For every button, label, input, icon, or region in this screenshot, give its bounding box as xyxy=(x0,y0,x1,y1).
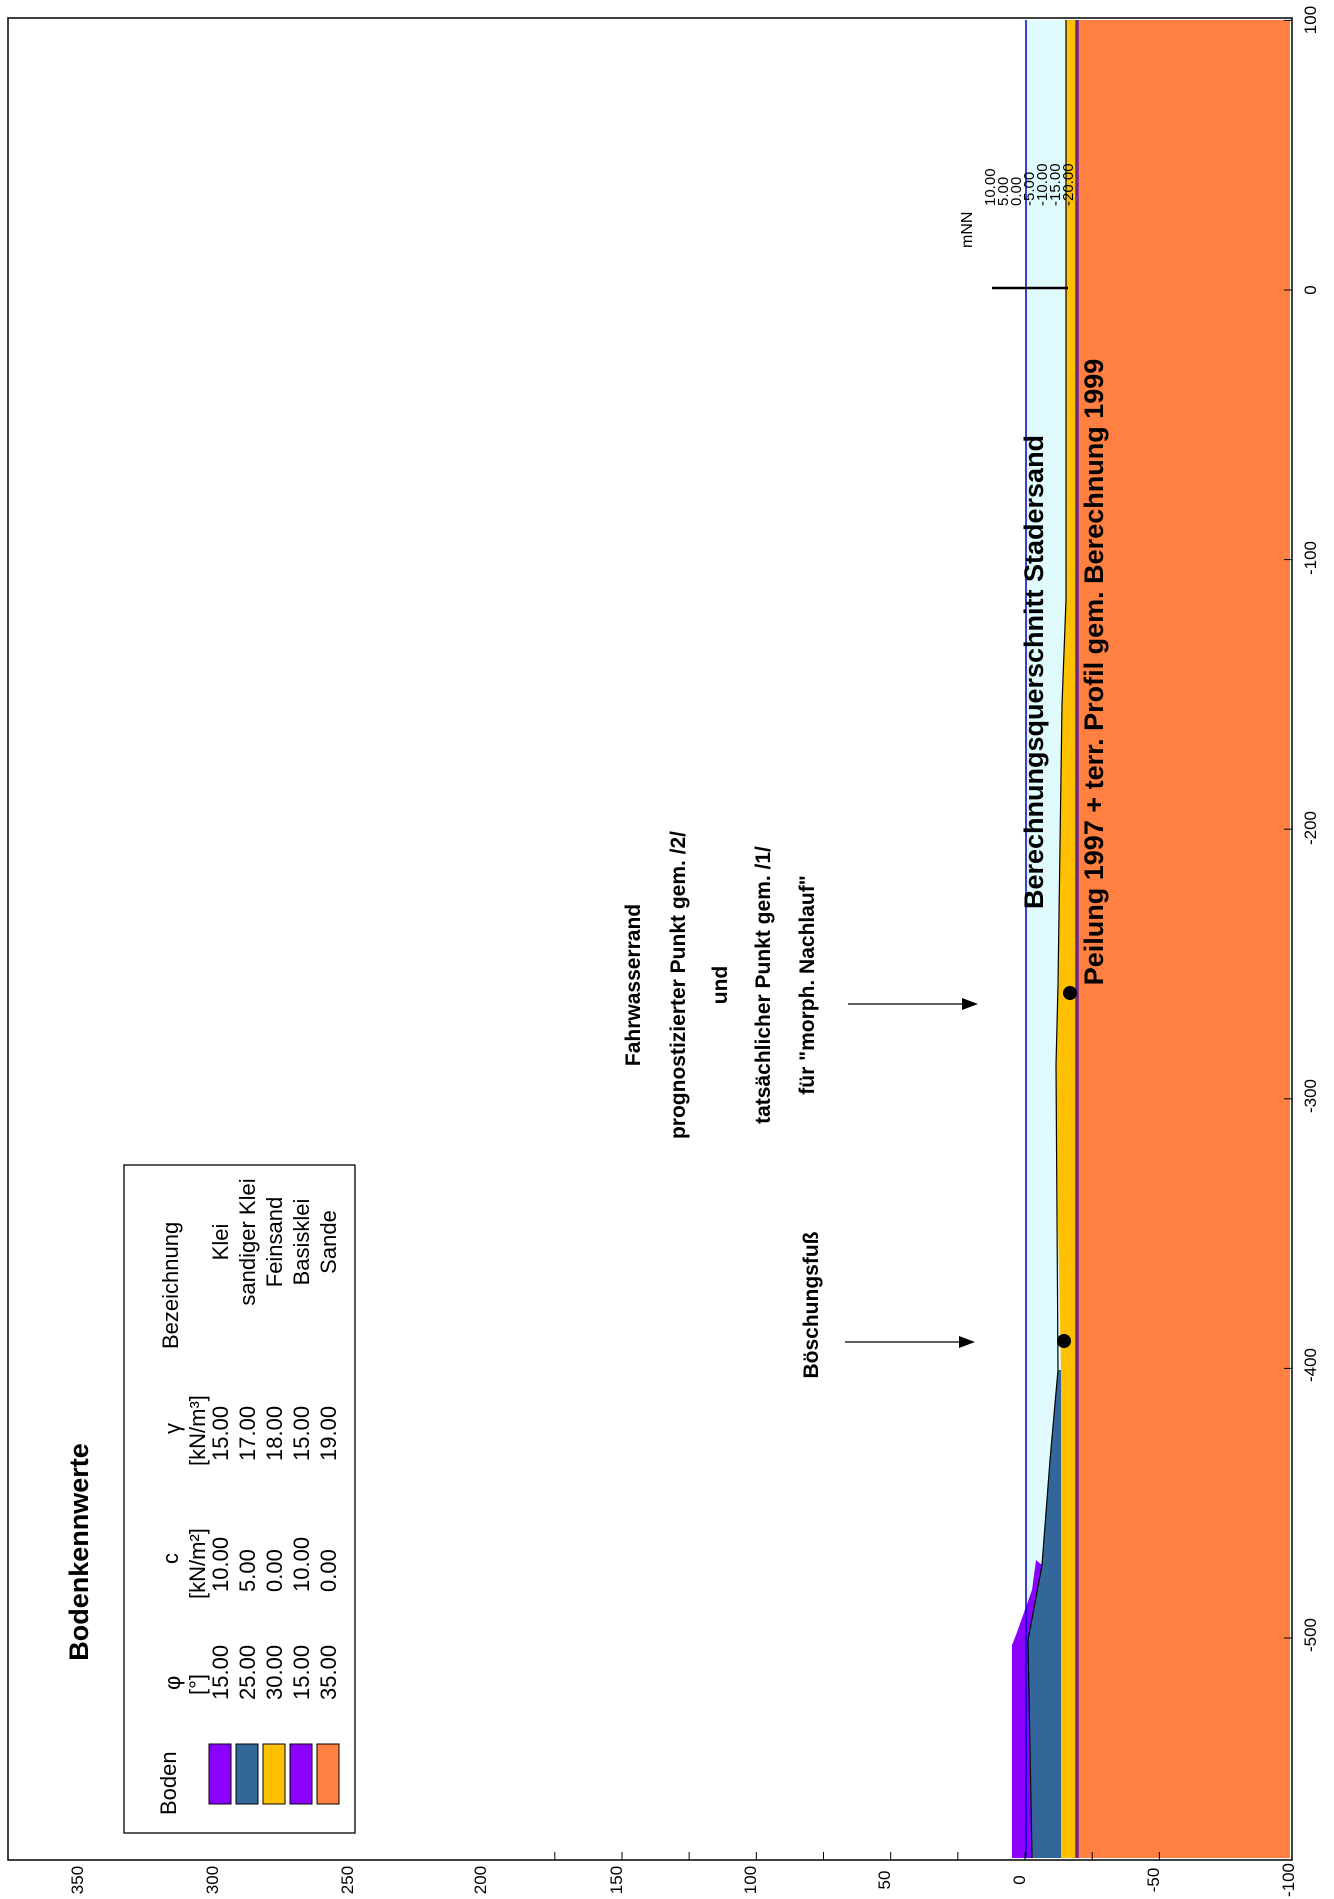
legend-col-gamma-unit: [kN/m³] xyxy=(185,1395,210,1466)
legend-gamma: 15.00 xyxy=(289,1406,314,1461)
gauge-unit: mNN xyxy=(959,212,976,248)
legend: Bodenkennwerte Boden φ [°] c [kN/m²] γ [… xyxy=(64,1164,356,1834)
point-fahrwasserrand xyxy=(1063,986,1077,1000)
title-line-1: Berechnungsquerschnitt Stadersand xyxy=(1019,435,1049,909)
y-tick-label: 0 xyxy=(1010,1875,1029,1884)
y-tick-label: 250 xyxy=(338,1866,357,1894)
legend-swatch xyxy=(316,1743,340,1805)
legend-col-phi: φ xyxy=(160,1676,185,1690)
drawing-title: Berechnungsquerschnitt Stadersand Peilun… xyxy=(1019,359,1109,985)
legend-swatch xyxy=(262,1743,286,1805)
legend-gamma: 18.00 xyxy=(262,1406,287,1461)
legend-col-boden: Boden xyxy=(156,1751,181,1815)
x-tick-label: 100 xyxy=(1301,6,1320,34)
annotation-fahrwasser: und xyxy=(709,966,732,1004)
x-tick-label: -200 xyxy=(1301,811,1320,845)
legend-phi: 30.00 xyxy=(262,1645,287,1700)
annotation-fahrwasser: für "morph. Nachlauf" xyxy=(796,875,819,1094)
level-gauge: mNN 10.00 5.00 0.00 -5.00 -10.00 -15.00 … xyxy=(959,163,1077,290)
point-boeschungsfuss xyxy=(1057,1334,1071,1348)
sande-layer xyxy=(1077,20,1290,1858)
title-line-2: Peilung 1997 + terr. Profil gem. Berechn… xyxy=(1079,359,1109,985)
y-tick-label: -100 xyxy=(1279,1863,1298,1897)
x-tick-label: -100 xyxy=(1301,541,1320,575)
legend-c: 5.00 xyxy=(235,1549,260,1592)
gauge-label: -5.00 xyxy=(1021,172,1038,206)
legend-name: sandiger Klei xyxy=(235,1178,260,1305)
legend-name: Basisklei xyxy=(289,1199,314,1286)
legend-swatch xyxy=(289,1743,313,1805)
legend-phi: 15.00 xyxy=(289,1645,314,1700)
legend-col-bez: Bezeichnung xyxy=(158,1222,183,1349)
annotation-boeschungsfuss: Böschungsfuß xyxy=(800,1231,823,1378)
legend-swatch xyxy=(208,1743,232,1805)
gauge-label: -10.00 xyxy=(1034,163,1051,206)
y-tick-label: 50 xyxy=(875,1871,894,1890)
y-tick-label: 100 xyxy=(741,1866,760,1894)
x-tick-label: -400 xyxy=(1301,1348,1320,1382)
left-axis: 350 300 250 200 150 100 50 0 -50 -100 xyxy=(68,1863,1298,1897)
y-tick-label: -50 xyxy=(1144,1868,1163,1893)
legend-col-c: c xyxy=(158,1553,183,1564)
arrow-boeschungsfuss-head xyxy=(959,1336,975,1348)
arrow-fahrwasser-head xyxy=(962,998,978,1010)
y-tick-label: 300 xyxy=(203,1866,222,1894)
annotation-fahrwasser: prognostizierter Punkt gem. /2/ xyxy=(667,831,690,1139)
x-tick-label: -500 xyxy=(1301,1618,1320,1652)
gauge-label: -15.00 xyxy=(1047,163,1064,206)
gauge-label: 10.00 xyxy=(982,168,999,206)
legend-c: 0.00 xyxy=(316,1549,341,1592)
annotation-fahrwasser: Fahrwasserrand xyxy=(622,904,645,1066)
right-axis: -500 -400 -300 -200 -100 0 100 xyxy=(1301,6,1320,1652)
terrain-profile xyxy=(1027,20,1067,1859)
legend-title: Bodenkennwerte xyxy=(64,1443,94,1661)
annotation-fahrwasser: tatsächlicher Punkt gem. /1/ xyxy=(752,846,775,1124)
legend-phi: 35.00 xyxy=(316,1645,341,1700)
legend-col-phi-unit: [°] xyxy=(185,1674,210,1695)
legend-name: Klei xyxy=(208,1224,233,1261)
legend-c: 10.00 xyxy=(289,1537,314,1592)
sandiger-klei-layer xyxy=(1028,1370,1061,1858)
legend-gamma: 19.00 xyxy=(316,1406,341,1461)
legend-phi: 25.00 xyxy=(235,1645,260,1700)
gauge-label: 5.00 xyxy=(995,177,1012,206)
legend-c: 0.00 xyxy=(262,1549,287,1592)
soil-layers xyxy=(1012,20,1290,1859)
annotations: Fahrwasserrand prognostizierter Punkt ge… xyxy=(622,831,1077,1379)
legend-col-c-unit: [kN/m²] xyxy=(185,1528,210,1599)
legend-swatch xyxy=(235,1743,259,1805)
x-tick-label: -300 xyxy=(1301,1079,1320,1113)
legend-gamma: 15.00 xyxy=(208,1406,233,1461)
legend-name: Sande xyxy=(316,1210,341,1274)
legend-gamma: 17.00 xyxy=(235,1406,260,1461)
legend-c: 10.00 xyxy=(208,1537,233,1592)
legend-box xyxy=(123,1164,356,1834)
x-tick-label: 0 xyxy=(1301,285,1320,294)
feinsand-layer xyxy=(1056,20,1077,1858)
axis-tick-marks xyxy=(554,19,1292,1860)
gauge-label: 0.00 xyxy=(1008,177,1025,206)
klei-layer xyxy=(1012,1560,1042,1858)
legend-name: Feinsand xyxy=(262,1197,287,1288)
gauge-label: -20.00 xyxy=(1060,163,1077,206)
y-tick-label: 150 xyxy=(607,1866,626,1894)
y-tick-label: 200 xyxy=(471,1866,490,1894)
legend-col-gamma: γ xyxy=(160,1423,185,1434)
y-tick-label: 350 xyxy=(68,1866,87,1894)
legend-phi: 15.00 xyxy=(208,1645,233,1700)
